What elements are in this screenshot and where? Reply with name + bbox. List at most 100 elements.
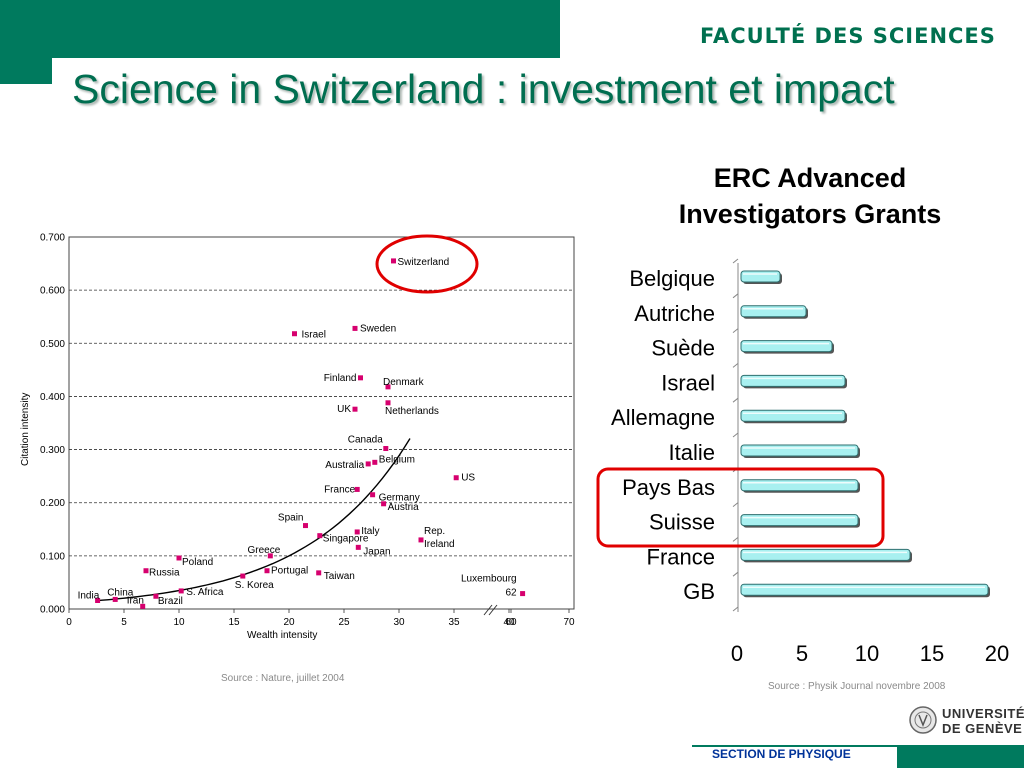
erc-axis-tick — [732, 432, 739, 438]
scatter-point-label: Finland — [324, 373, 357, 384]
axis-break-mark — [483, 604, 493, 616]
erc-bar — [740, 514, 859, 527]
scatter-point — [453, 475, 459, 481]
erc-axis-tick — [732, 363, 739, 368]
erc-bar — [740, 374, 846, 387]
scatter-y-tick-label: 0.700 — [40, 233, 65, 244]
scatter-point-label: Taiwan — [324, 571, 355, 582]
scatter-point-label: Denmark — [383, 377, 425, 388]
erc-axis-tick — [732, 328, 739, 333]
scatter-point — [264, 568, 270, 574]
erc-axis-tick — [732, 258, 739, 264]
scatter-point-label: Singapore — [323, 534, 369, 545]
scatter-point-label: Rep. — [424, 526, 445, 537]
university-seal-icon — [909, 706, 937, 734]
scatter-point-label: India — [78, 590, 100, 601]
scatter-point — [303, 523, 308, 529]
erc-title-line2: Investigators Grants — [678, 199, 942, 229]
erc-chart-title: ERC Advanced Investigators Grants — [610, 160, 1010, 232]
erc-category-label: Suisse — [649, 510, 715, 535]
scatter-point — [317, 533, 323, 539]
erc-x-tick-label: 5 — [796, 641, 808, 666]
erc-category-label: Pays Bas — [622, 475, 715, 500]
page-title: Science in Switzerland : investment et i… — [72, 66, 895, 112]
scatter-y-tick-label: 0.600 — [40, 286, 65, 297]
scatter-point-label: Belgium — [379, 454, 415, 465]
left-source: Source : Nature, juillet 2004 — [221, 673, 345, 684]
scatter-point — [354, 486, 360, 492]
scatter-point-label: UK — [337, 404, 351, 415]
erc-axis-tick — [732, 502, 739, 507]
scatter-x-tick-label: 40 — [503, 617, 515, 628]
scatter-x-tick-label: 60 — [505, 617, 517, 628]
erc-bar — [740, 583, 989, 596]
scatter-point — [385, 384, 391, 390]
scatter-plot-frame — [68, 236, 575, 610]
scatter-point-label: Ireland — [424, 539, 455, 550]
scatter-point-value: 62 — [505, 588, 517, 599]
scatter-point — [316, 570, 322, 576]
scatter-point-label: S. Africa — [186, 587, 224, 598]
scatter-point — [112, 596, 118, 602]
scatter-point-label: Brazil — [158, 596, 183, 607]
scatter-point-label: Israel — [302, 330, 326, 341]
scatter-xlabel: Wealth intensity — [247, 630, 317, 641]
scatter-point-label: Japan — [363, 546, 390, 557]
scatter-point — [352, 325, 358, 331]
scatter-trend-curve — [96, 438, 411, 602]
switzerland-highlight-circle — [375, 234, 479, 294]
scatter-point-label: Australia — [325, 460, 364, 471]
scatter-point-label: Iran — [127, 595, 144, 606]
erc-x-tick-label: 15 — [920, 641, 944, 666]
erc-bar — [740, 409, 846, 422]
scatter-x-tick-label: 0 — [66, 617, 72, 628]
scatter-point — [140, 603, 146, 609]
scatter-point — [520, 591, 526, 597]
scatter-point — [383, 446, 389, 452]
scatter-y-tick-label: 0.100 — [40, 551, 65, 562]
scatter-point-label: Germany — [379, 493, 420, 504]
scatter-y-tick-label: 0.300 — [40, 445, 65, 456]
erc-category-label: Italie — [669, 440, 715, 465]
erc-category-label: Israel — [661, 370, 715, 395]
scatter-point — [391, 258, 396, 264]
scatter-x-tick-label: 25 — [338, 617, 350, 628]
university-line2: DE GENÈVE — [942, 721, 1023, 736]
erc-category-label: Belgique — [629, 266, 715, 291]
scatter-point-labels: Switzerland Israel Sweden Finland Denmark UK N… — [78, 257, 517, 607]
erc-axis — [732, 258, 739, 612]
highlight-box-pays-bas-suisse — [596, 467, 885, 548]
scatter-point — [352, 406, 358, 412]
scatter-point-label: France — [324, 484, 356, 495]
scatter-x-tick-label: 70 — [563, 617, 575, 628]
scatter-x-tick-label: 15 — [228, 617, 240, 628]
scatter-point-label: Sweden — [360, 323, 396, 334]
erc-x-tick-label: 0 — [731, 641, 743, 666]
scatter-point — [292, 331, 297, 337]
erc-bar — [740, 305, 807, 318]
erc-axis-tick — [732, 606, 739, 612]
erc-axis-tick — [732, 293, 739, 299]
erc-category-label: Autriche — [634, 301, 715, 326]
scatter-point — [385, 400, 391, 406]
erc-category-label: Allemagne — [611, 405, 715, 430]
erc-category-label: GB — [683, 579, 715, 604]
scatter-point — [153, 593, 159, 599]
erc-category-label: Suède — [651, 336, 715, 361]
footer-green-block — [897, 745, 1024, 768]
scatter-point-label: China — [107, 587, 134, 598]
erc-x-tick-label: 20 — [985, 641, 1009, 666]
scatter-point — [143, 568, 149, 574]
erc-x-tick-label: 10 — [855, 641, 879, 666]
erc-bar — [740, 548, 911, 561]
erc-bar — [740, 444, 859, 457]
erc-category-label: France — [647, 544, 715, 569]
erc-axis-tick — [732, 571, 739, 577]
scatter-point — [176, 555, 182, 561]
scatter-point — [240, 573, 246, 579]
scatter-point-label: US — [461, 473, 475, 484]
erc-tick-labels: 0 5 10 15 20 — [731, 641, 1009, 666]
scatter-point — [267, 553, 273, 559]
scatter-point-label: Greece — [248, 545, 281, 556]
